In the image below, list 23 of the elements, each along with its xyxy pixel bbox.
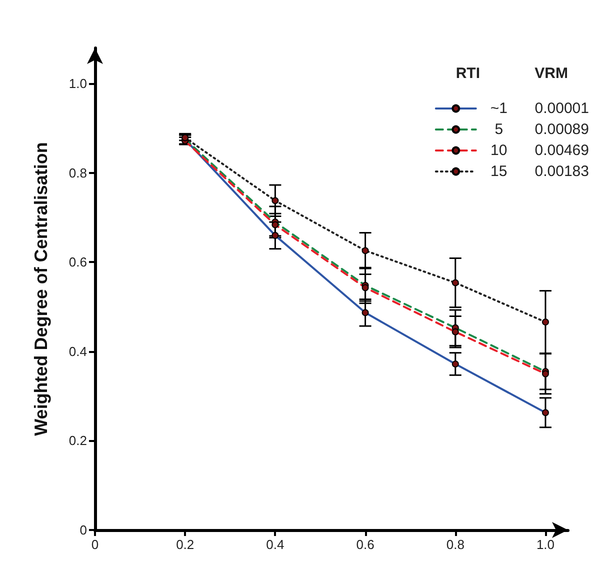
x-tick-label: 0.8 [446,537,464,552]
y-tick-label: 0.8 [68,165,87,180]
annotation: VRM [534,65,568,82]
legend-label: 10 [490,142,508,159]
x-tick-label: 0.6 [356,537,374,552]
y-tick-label: 0.4 [68,344,87,359]
y-tick-label: 1.0 [68,76,87,92]
legend-label: ~1 [490,100,508,117]
x-tick-label: 0.2 [176,537,194,552]
x-tick-label: 0.4 [266,537,284,552]
x-tick-label: 1.0 [536,537,555,552]
x-tick-label: 0 [91,537,99,552]
annotation: 0.00469 [534,142,590,159]
annotation: 0.00001 [534,100,590,117]
annotation: 0.00183 [534,163,590,180]
y-tick-label: 0 [80,522,87,538]
legend-title: RTI [456,65,480,82]
annotation: 0.00089 [534,121,590,138]
y-tick-label: 0.2 [68,433,87,448]
y-tick-label: 0.6 [68,254,87,270]
legend-label: 5 [494,121,504,138]
y-axis-title: Weighted Degree of Centralisation [31,142,51,436]
legend-label: 15 [490,163,508,180]
